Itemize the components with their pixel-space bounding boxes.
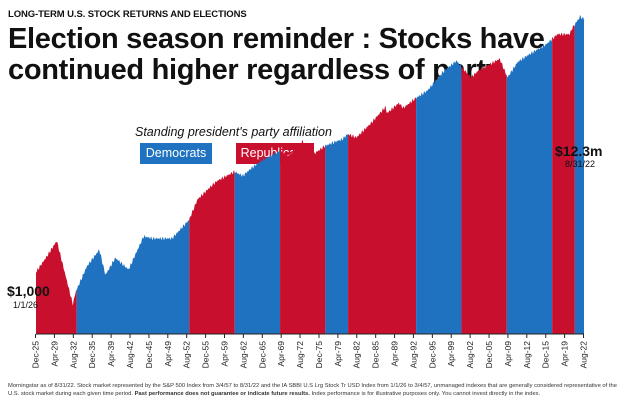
x-tick-label: Dec-45: [144, 341, 154, 369]
x-tick-label: Aug-82: [352, 341, 362, 369]
x-tick-label: Aug-72: [295, 341, 305, 369]
party-period-area-republicans-0: [36, 241, 77, 334]
party-period-area-republicans-6: [348, 97, 417, 334]
party-period-area-democrats-3: [234, 150, 281, 334]
x-tick-label: Dec-65: [257, 341, 267, 369]
x-tick-label: Apr-09: [503, 341, 513, 367]
x-tick-label: Apr-39: [106, 341, 116, 367]
x-tick-label: Apr-89: [390, 341, 400, 367]
chart-areas: [36, 15, 584, 335]
x-tick-label: Apr-79: [333, 341, 343, 367]
x-tick-label: Dec-75: [314, 341, 324, 369]
x-tick-label: Aug-02: [465, 341, 475, 369]
chart-title: Election season reminder : Stocks have c…: [8, 23, 545, 86]
party-period-area-democrats-1: [76, 219, 190, 334]
x-tick-label: Apr-99: [446, 341, 456, 367]
eyebrow-label: LONG-TERM U.S. STOCK RETURNS AND ELECTIO…: [8, 9, 247, 20]
x-tick-label: Aug-12: [522, 341, 532, 369]
start-value-label: $1,000: [7, 283, 50, 299]
party-period-area-democrats-7: [416, 60, 462, 335]
party-period-area-republicans-2: [189, 170, 235, 334]
x-tick-label: Apr-49: [163, 341, 173, 367]
party-period-area-republicans-10: [552, 25, 575, 334]
end-date-label: 8/31/22: [565, 159, 596, 169]
legend-democrats: Democrats: [140, 143, 212, 164]
end-value-label: $12.3m: [555, 143, 603, 159]
x-tick-label: Apr-69: [276, 341, 286, 367]
party-period-area-republicans-4: [280, 140, 326, 334]
x-tick-label: Dec-25: [31, 341, 41, 369]
start-date-label: 1/1/26: [13, 300, 39, 310]
x-tick-label: Apr-29: [49, 341, 59, 367]
x-tick-label: Dec-15: [541, 341, 551, 369]
party-period-area-democrats-9: [506, 37, 553, 335]
x-tick-label: Aug-22: [578, 341, 588, 369]
x-tick-label: Apr-59: [219, 341, 229, 367]
x-tick-label: Dec-35: [87, 341, 97, 369]
party-period-area-democrats-11: [574, 15, 584, 335]
legend-title: Standing president's party affiliation: [135, 125, 332, 139]
x-tick-label: Aug-52: [182, 341, 192, 369]
x-axis-ticks: Dec-25 Apr-29 Aug-32 Dec-35 Apr-39 Aug-42 Dec-…: [31, 334, 588, 369]
x-tick-label: Aug-92: [408, 341, 418, 369]
x-tick-label: Dec-95: [427, 341, 437, 369]
x-tick-label: Aug-62: [238, 341, 248, 369]
x-tick-label: Dec-55: [201, 341, 211, 369]
x-tick-label: Aug-42: [125, 341, 135, 369]
x-tick-label: Dec-85: [371, 341, 381, 369]
x-tick-label: Dec-05: [484, 341, 494, 369]
footnote: Morningstar as of 8/31/22. Stock market …: [8, 382, 618, 398]
footnote-disclaimer: Past performance does not guarantee or i…: [134, 391, 310, 397]
party-period-area-democrats-5: [325, 133, 349, 334]
footnote-text: Morningstar as of 8/31/22. Stock market …: [8, 383, 617, 397]
x-tick-label: Aug-32: [68, 341, 78, 369]
party-period-area-republicans-8: [461, 57, 507, 335]
footnote-tail: Index performance is for illustrative pu…: [311, 391, 541, 397]
x-tick-label: Apr-19: [560, 341, 570, 367]
